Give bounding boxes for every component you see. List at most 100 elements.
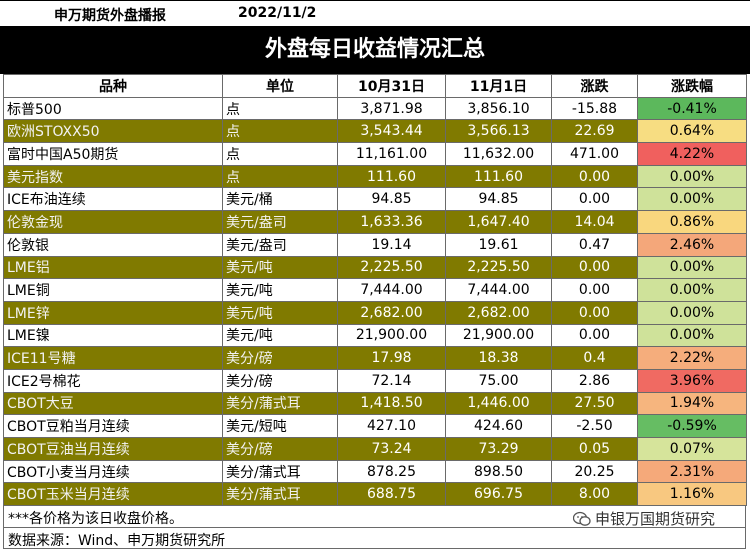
change-cell: 0.00 bbox=[551, 278, 638, 302]
unit-cell: 点 bbox=[222, 96, 338, 121]
table-row: 伦敦银 美元/盎司 19.14 19.61 0.47 2.46% bbox=[3, 232, 747, 257]
unit-cell: 美分/磅 bbox=[222, 437, 338, 461]
nov1-price-cell: 1,647.40 bbox=[445, 210, 552, 234]
change-cell: -15.88 bbox=[551, 96, 638, 121]
unit-cell: 点 bbox=[222, 142, 338, 166]
col-header-oct31: 10月31日 bbox=[337, 74, 446, 98]
table-row: LME镍 美元/吨 21,900.00 21,900.00 0.00 0.00% bbox=[3, 323, 747, 348]
table-row: 伦敦金现 美元/盎司 1,633.36 1,647.40 14.04 0.86% bbox=[3, 210, 747, 234]
col-header-unit: 单位 bbox=[222, 74, 338, 98]
col-header-change: 涨跌 bbox=[551, 74, 638, 98]
variety-cell: 富时中国A50期货 bbox=[3, 142, 223, 166]
variety-cell: CBOT豆油当月连续 bbox=[3, 437, 223, 461]
unit-cell: 美元/吨 bbox=[222, 255, 338, 280]
variety-cell: LME锌 bbox=[3, 300, 223, 325]
change-pct-cell: 0.00% bbox=[637, 300, 747, 325]
nov1-price-cell: 21,900.00 bbox=[445, 323, 552, 348]
change-cell: 471.00 bbox=[551, 142, 638, 166]
change-pct-cell: 2.22% bbox=[637, 346, 747, 370]
report-title: 外盘每日收益情况汇总 bbox=[0, 26, 750, 74]
change-cell: 2.86 bbox=[551, 368, 638, 393]
table-header-row: 品种 单位 10月31日 11月1日 涨跌 涨跌幅 bbox=[3, 74, 747, 98]
table-row: 富时中国A50期货点 11,161.00 11,632.00 471.00 4.22% bbox=[3, 142, 747, 166]
oct31-price-cell: 73.24 bbox=[337, 437, 446, 461]
oct31-price-cell: 878.25 bbox=[337, 459, 446, 484]
table-row: CBOT豆粕当月连续 美元/短吨 427.10 424.60 -2.50 -0.59% bbox=[3, 414, 747, 438]
variety-cell: 伦敦金现 bbox=[3, 210, 223, 234]
nov1-price-cell: 75.00 bbox=[445, 368, 552, 393]
variety-cell: 美元指数 bbox=[3, 164, 223, 189]
change-pct-cell: 0.00% bbox=[637, 164, 747, 189]
change-cell: 20.25 bbox=[551, 459, 638, 484]
table-row: CBOT大豆 美分/蒲式耳 1,418.50 1,446.00 27.50 1.94% bbox=[3, 391, 747, 416]
change-pct-cell: -0.41% bbox=[637, 96, 747, 121]
oct31-price-cell: 11,161.00 bbox=[337, 142, 446, 166]
change-cell: 0.47 bbox=[551, 232, 638, 257]
variety-cell: ICE布油连续 bbox=[3, 187, 223, 212]
variety-cell: CBOT大豆 bbox=[3, 391, 223, 416]
nov1-price-cell: 3,566.13 bbox=[445, 119, 552, 144]
returns-table: 品种 单位 10月31日 11月1日 涨跌 涨跌幅 标普500 点 3,871.98… bbox=[3, 74, 747, 507]
nov1-price-cell: 2,682.00 bbox=[445, 300, 552, 325]
oct31-price-cell: 1,633.36 bbox=[337, 210, 446, 234]
variety-cell: LME铜 bbox=[3, 278, 223, 302]
col-header-variety: 品种 bbox=[3, 74, 223, 98]
variety-cell: ICE2号棉花 bbox=[3, 368, 223, 393]
unit-cell: 美分/蒲式耳 bbox=[222, 391, 338, 416]
change-pct-cell: 0.00% bbox=[637, 187, 747, 212]
nov1-price-cell: 111.60 bbox=[445, 164, 552, 189]
oct31-price-cell: 17.98 bbox=[337, 346, 446, 370]
nov1-price-cell: 7,444.00 bbox=[445, 278, 552, 302]
change-pct-cell: 0.00% bbox=[637, 278, 747, 302]
nov1-price-cell: 3,856.10 bbox=[445, 96, 552, 121]
change-pct-cell: 0.00% bbox=[637, 255, 747, 280]
change-pct-cell: 3.96% bbox=[637, 368, 747, 393]
nov1-price-cell: 11,632.00 bbox=[445, 142, 552, 166]
change-cell: -2.50 bbox=[551, 414, 638, 438]
change-pct-cell: 2.31% bbox=[637, 459, 747, 484]
change-cell: 0.4 bbox=[551, 346, 638, 370]
change-cell: 8.00 bbox=[551, 482, 638, 507]
top-bar: 申万期货外盘播报 2022/11/2 bbox=[0, 0, 750, 26]
change-pct-cell: -0.59% bbox=[637, 414, 747, 438]
unit-cell: 点 bbox=[222, 164, 338, 189]
oct31-price-cell: 19.14 bbox=[337, 232, 446, 257]
col-header-change-pct: 涨跌幅 bbox=[637, 74, 747, 98]
variety-cell: CBOT小麦当月连续 bbox=[3, 459, 223, 484]
oct31-price-cell: 3,871.98 bbox=[337, 96, 446, 121]
variety-cell: 伦敦银 bbox=[3, 232, 223, 257]
table-row: 美元指数点 111.60 111.60 0.00 0.00% bbox=[3, 164, 747, 189]
oct31-price-cell: 427.10 bbox=[337, 414, 446, 438]
table-footer: ***各价格为该日收盘价格。 申银万国期货研究 数据来源：Wind、申万期货研究… bbox=[3, 505, 746, 549]
nov1-price-cell: 94.85 bbox=[445, 187, 552, 212]
variety-cell: 欧洲STOXX50 bbox=[3, 119, 223, 144]
watermark: 申银万国期货研究 bbox=[572, 508, 715, 529]
nov1-price-cell: 696.75 bbox=[445, 482, 552, 507]
change-cell: 0.00 bbox=[551, 164, 638, 189]
table-row: ICE布油连续 美元/桶 94.85 94.85 0.00 0.00% bbox=[3, 187, 747, 212]
change-pct-cell: 0.07% bbox=[637, 437, 747, 461]
table-row: LME铜 美元/吨 7,444.00 7,444.00 0.00 0.00% bbox=[3, 278, 747, 302]
unit-cell: 美分/蒲式耳 bbox=[222, 482, 338, 507]
nov1-price-cell: 1,446.00 bbox=[445, 391, 552, 416]
wechat-icon bbox=[572, 511, 591, 526]
change-cell: 22.69 bbox=[551, 119, 638, 144]
oct31-price-cell: 2,682.00 bbox=[337, 300, 446, 325]
oct31-price-cell: 1,418.50 bbox=[337, 391, 446, 416]
table-row: 欧洲STOXX50 点 3,543.44 3,566.13 22.69 0.64% bbox=[3, 119, 747, 144]
unit-cell: 美分/蒲式耳 bbox=[222, 459, 338, 484]
table-row: 标普500 点 3,871.98 3,856.10 -15.88 -0.41% bbox=[3, 96, 747, 121]
variety-cell: CBOT豆粕当月连续 bbox=[3, 414, 223, 438]
oct31-price-cell: 21,900.00 bbox=[337, 323, 446, 348]
change-cell: 0.00 bbox=[551, 300, 638, 325]
watermark-text: 申银万国期货研究 bbox=[594, 510, 715, 528]
nov1-price-cell: 73.29 bbox=[445, 437, 552, 461]
nov1-price-cell: 2,225.50 bbox=[445, 255, 552, 280]
nov1-price-cell: 424.60 bbox=[445, 414, 552, 438]
oct31-price-cell: 2,225.50 bbox=[337, 255, 446, 280]
oct31-price-cell: 72.14 bbox=[337, 368, 446, 393]
change-cell: 27.50 bbox=[551, 391, 638, 416]
table-row: CBOT玉米当月连续 美分/蒲式耳 688.75 696.75 8.00 1.16% bbox=[3, 482, 747, 507]
col-header-nov1: 11月1日 bbox=[445, 74, 552, 98]
